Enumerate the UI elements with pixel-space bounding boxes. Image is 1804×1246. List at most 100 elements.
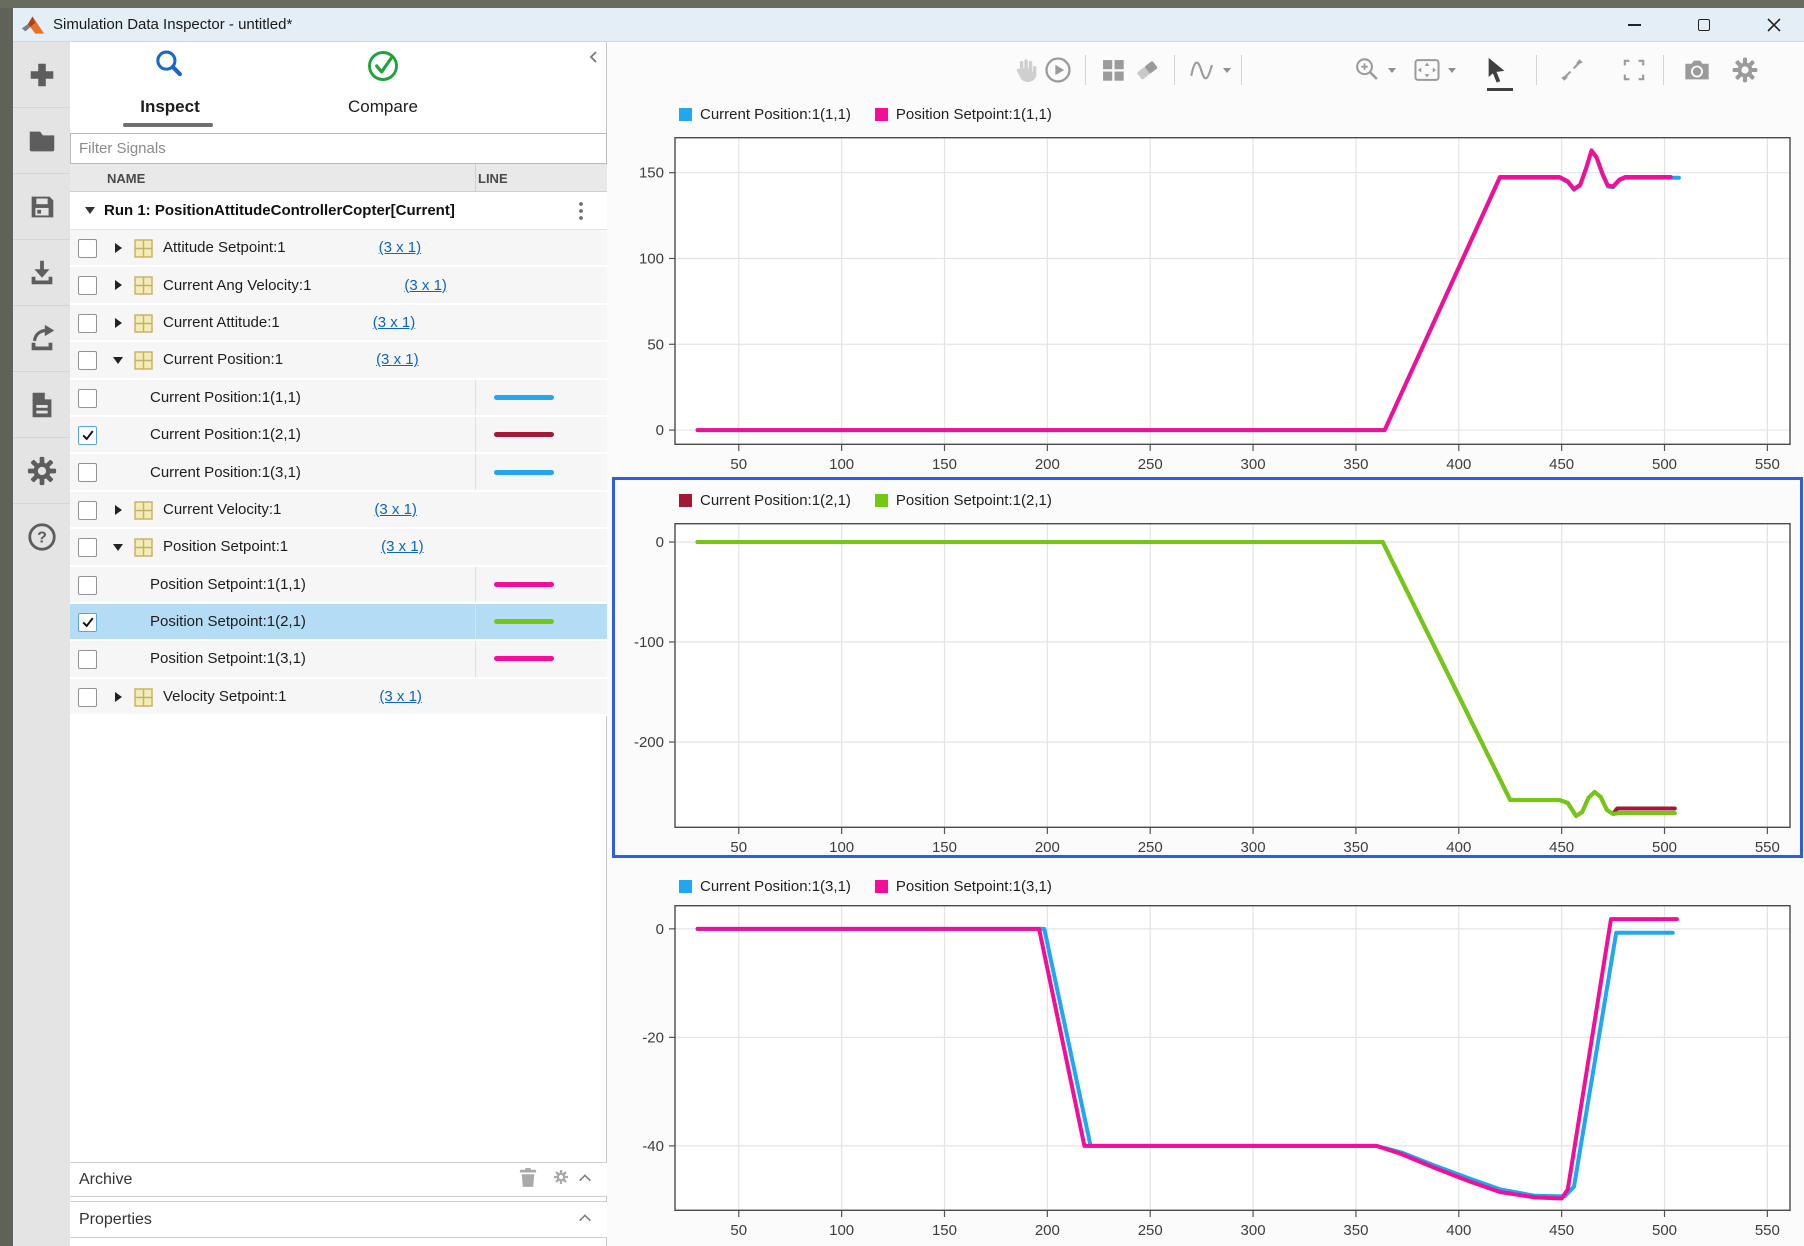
signal-label: Current Position:1(3,1) bbox=[150, 463, 301, 481]
dimensions-link[interactable]: (3 x 1) bbox=[378, 239, 422, 257]
clear-plots-button[interactable] bbox=[1130, 53, 1164, 87]
signal-label: Position Setpoint:1(2,1) bbox=[150, 613, 306, 631]
save-button[interactable] bbox=[13, 174, 70, 240]
signal-checkbox[interactable] bbox=[78, 313, 97, 333]
pointer-button[interactable] bbox=[1480, 53, 1514, 91]
tree-row-position-setpoint-1-2-1-[interactable]: Position Setpoint:1(2,1) bbox=[70, 603, 607, 642]
dimensions-link[interactable]: (3 x 1) bbox=[376, 351, 419, 369]
create-report-button[interactable] bbox=[13, 372, 70, 438]
signal-checkbox[interactable] bbox=[78, 388, 97, 408]
expand-caret-right-icon[interactable] bbox=[115, 504, 122, 515]
archive-label: Archive bbox=[79, 1170, 133, 1188]
tree-row-position-setpoint-1[interactable]: Position Setpoint:1 (3 x 1) bbox=[70, 529, 607, 567]
tab-inspect-label: Inspect bbox=[140, 97, 200, 116]
preferences-button[interactable] bbox=[13, 438, 70, 504]
run-options-kebab-icon[interactable] bbox=[578, 201, 584, 226]
signal-checkbox[interactable] bbox=[78, 276, 97, 296]
title-bar: Simulation Data Inspector - untitled* bbox=[13, 8, 1804, 42]
tree-row-position-setpoint-1-3-1-[interactable]: Position Setpoint:1(3,1) bbox=[70, 641, 607, 679]
tree-row-position-setpoint-1-1-1-[interactable]: Position Setpoint:1(1,1) bbox=[70, 566, 607, 604]
dimensions-link[interactable]: (3 x 1) bbox=[372, 313, 416, 331]
settings-button[interactable] bbox=[1728, 53, 1762, 87]
tree-row-current-position-1-2-1-[interactable]: Current Position:1(2,1) bbox=[70, 416, 607, 455]
add-button[interactable] bbox=[13, 42, 70, 108]
signal-checkbox[interactable] bbox=[78, 612, 97, 632]
dimensions-link[interactable]: (3 x 1) bbox=[404, 276, 447, 294]
signal-checkbox[interactable] bbox=[78, 239, 97, 258]
line-style-cell[interactable] bbox=[475, 379, 607, 415]
tree-row-current-velocity-1[interactable]: Current Velocity:1 (3 x 1) bbox=[70, 491, 607, 530]
x-tick-label: 300 bbox=[1241, 839, 1266, 856]
line-style-cell[interactable] bbox=[475, 454, 607, 490]
line-style-cell[interactable] bbox=[475, 566, 607, 602]
x-tick-label: 250 bbox=[1138, 1222, 1163, 1239]
tree-row-current-position-1-3-1-[interactable]: Current Position:1(3,1) bbox=[70, 454, 607, 492]
subplot-layout-button[interactable] bbox=[1096, 53, 1130, 87]
chart-1-plot[interactable]: 50 100 150 200 250 300 350 400 450 500 550 0 50 100 15… bbox=[613, 137, 1803, 481]
expand-caret-down-icon[interactable] bbox=[113, 544, 123, 552]
expand-caret-right-icon[interactable] bbox=[115, 691, 122, 702]
signal-checkbox[interactable] bbox=[78, 425, 97, 445]
signal-checkbox[interactable] bbox=[78, 650, 97, 670]
archive-trash-button[interactable] bbox=[519, 1167, 537, 1192]
import-button[interactable] bbox=[13, 240, 70, 306]
chart-2-plot[interactable]: 50 100 150 200 250 300 350 400 450 500 550 0 -100 -20… bbox=[613, 523, 1803, 864]
chevron-up-icon bbox=[579, 1173, 591, 1181]
dimensions-link[interactable]: (3 x 1) bbox=[381, 538, 424, 556]
fullscreen-button[interactable] bbox=[1617, 53, 1651, 87]
signal-trace-button[interactable] bbox=[1185, 53, 1219, 87]
filter-signals-input[interactable]: Filter Signals bbox=[70, 133, 607, 164]
signal-checkbox[interactable] bbox=[78, 687, 97, 707]
expand-caret-down-icon[interactable] bbox=[113, 357, 123, 365]
signal-trace-dropdown-icon[interactable] bbox=[1223, 67, 1231, 73]
maximize-button[interactable] bbox=[1684, 10, 1724, 40]
archive-section-header[interactable]: Archive bbox=[70, 1162, 607, 1197]
replay-button[interactable] bbox=[1041, 53, 1075, 87]
properties-collapse-button[interactable] bbox=[577, 1211, 593, 1229]
signal-checkbox[interactable] bbox=[78, 575, 97, 595]
camera-icon bbox=[1685, 60, 1709, 80]
tab-compare[interactable]: Compare bbox=[308, 48, 458, 117]
subplot-grid-icon bbox=[1103, 60, 1124, 81]
line-style-cell[interactable] bbox=[475, 416, 607, 453]
tab-inspect[interactable]: Inspect bbox=[95, 48, 245, 117]
open-file-button[interactable] bbox=[13, 108, 70, 174]
tree-row-attitude-setpoint-1[interactable]: Attitude Setpoint:1 (3 x 1) bbox=[70, 230, 607, 268]
tree-row-velocity-setpoint-1[interactable]: Velocity Setpoint:1 (3 x 1) bbox=[70, 678, 607, 717]
minimize-button[interactable] bbox=[1614, 10, 1654, 40]
properties-section-header[interactable]: Properties bbox=[70, 1201, 607, 1238]
tree-row-current-position-1[interactable]: Current Position:1 (3 x 1) bbox=[70, 342, 607, 380]
tree-row-current-attitude-1[interactable]: Current Attitude:1 (3 x 1) bbox=[70, 304, 607, 343]
zoom-dropdown-icon[interactable] bbox=[1388, 67, 1396, 73]
tree-row-current-position-1-1-1-[interactable]: Current Position:1(1,1) bbox=[70, 379, 607, 417]
archive-collapse-button[interactable] bbox=[577, 1171, 593, 1189]
signal-checkbox[interactable] bbox=[78, 463, 97, 483]
dimensions-link[interactable]: (3 x 1) bbox=[379, 687, 422, 705]
archive-settings-button[interactable] bbox=[553, 1169, 569, 1190]
run-expand-caret-icon[interactable] bbox=[85, 207, 95, 214]
close-button[interactable] bbox=[1754, 10, 1794, 40]
fit-dropdown-icon[interactable] bbox=[1448, 67, 1456, 73]
export-button[interactable] bbox=[13, 306, 70, 372]
signal-label: Current Position:1(1,1) bbox=[150, 388, 301, 406]
signal-checkbox[interactable] bbox=[78, 538, 97, 558]
expand-caret-right-icon[interactable] bbox=[115, 317, 122, 328]
collapse-panel-button[interactable] bbox=[585, 48, 603, 66]
expand-caret-right-icon[interactable] bbox=[115, 243, 122, 253]
zoom-in-button[interactable] bbox=[1350, 53, 1384, 87]
x-tick-label: 550 bbox=[1755, 839, 1780, 856]
dimensions-link[interactable]: (3 x 1) bbox=[374, 500, 417, 518]
signal-checkbox[interactable] bbox=[78, 500, 97, 520]
run-header-row[interactable]: Run 1: PositionAttitudeControllerCopter[… bbox=[70, 192, 607, 230]
expand-caret-right-icon[interactable] bbox=[115, 280, 122, 291]
expand-plot-button[interactable] bbox=[1555, 53, 1589, 87]
line-style-cell[interactable] bbox=[475, 641, 607, 677]
chart-3-plot[interactable]: 50 100 150 200 250 300 350 400 450 500 550 0 -20 -40 bbox=[613, 905, 1803, 1246]
snapshot-button[interactable] bbox=[1680, 53, 1714, 87]
help-button[interactable]: ? bbox=[13, 504, 70, 570]
tree-row-current-ang-velocity-1[interactable]: Current Ang Velocity:1 (3 x 1) bbox=[70, 267, 607, 305]
fit-to-view-button[interactable] bbox=[1410, 53, 1444, 87]
pan-button[interactable] bbox=[1007, 53, 1041, 87]
signal-checkbox[interactable] bbox=[78, 351, 97, 371]
line-style-cell[interactable] bbox=[475, 603, 607, 640]
